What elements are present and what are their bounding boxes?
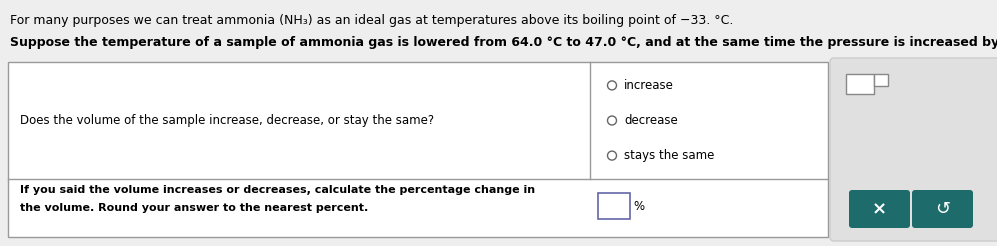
Circle shape (607, 151, 616, 160)
Text: Does the volume of the sample increase, decrease, or stay the same?: Does the volume of the sample increase, … (20, 114, 434, 127)
Circle shape (607, 81, 616, 90)
FancyBboxPatch shape (912, 190, 973, 228)
Text: Suppose the temperature of a sample of ammonia gas is lowered from 64.0 °C to 47: Suppose the temperature of a sample of a… (10, 36, 997, 49)
FancyBboxPatch shape (8, 62, 828, 237)
FancyBboxPatch shape (874, 74, 888, 86)
Text: increase: increase (624, 79, 674, 92)
Text: stays the same: stays the same (624, 149, 715, 162)
Text: decrease: decrease (624, 114, 678, 127)
FancyBboxPatch shape (849, 190, 910, 228)
Text: For many purposes we can treat ammonia (NH₃) as an ideal gas at temperatures abo: For many purposes we can treat ammonia (… (10, 14, 734, 27)
Text: %: % (633, 200, 644, 213)
FancyBboxPatch shape (846, 74, 874, 94)
Text: ↺: ↺ (935, 200, 950, 218)
Text: ×: × (872, 200, 887, 218)
Text: the volume. Round your answer to the nearest percent.: the volume. Round your answer to the nea… (20, 203, 368, 213)
Text: If you said the volume increases or decreases, calculate the percentage change i: If you said the volume increases or decr… (20, 185, 535, 195)
Circle shape (607, 116, 616, 125)
FancyBboxPatch shape (598, 193, 630, 219)
FancyBboxPatch shape (830, 58, 997, 241)
